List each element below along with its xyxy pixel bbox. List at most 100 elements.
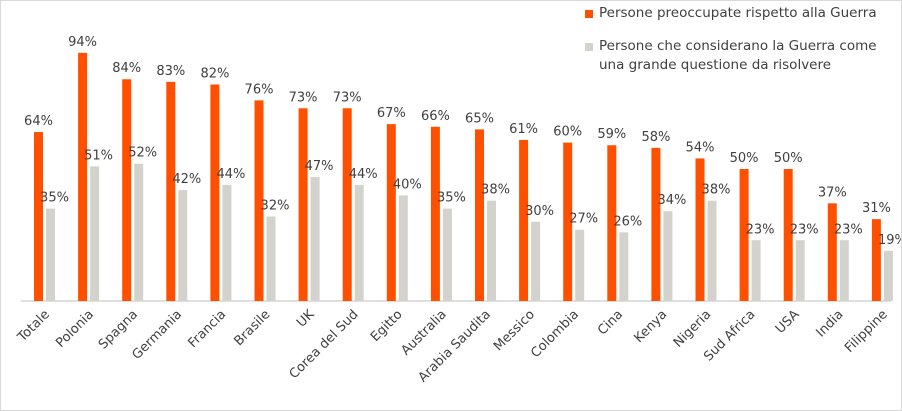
- category-label: Kenya: [631, 307, 670, 346]
- data-label: 37%: [818, 185, 847, 200]
- bar-worried: [210, 84, 220, 302]
- data-label: 60%: [553, 125, 582, 140]
- bar-big-issue: [134, 163, 144, 301]
- bar-big-issue: [442, 208, 452, 301]
- bar-big-issue: [310, 176, 320, 301]
- data-label: 19%: [878, 233, 901, 248]
- data-label: 73%: [289, 90, 318, 105]
- category-label: Nigeria: [671, 307, 714, 350]
- legend-swatch-orange: [585, 10, 593, 18]
- data-label: 47%: [305, 159, 334, 174]
- bar-worried: [78, 52, 88, 302]
- data-label: 51%: [84, 148, 113, 163]
- data-label: 34%: [657, 193, 686, 208]
- data-label: 64%: [24, 114, 53, 129]
- data-label: 31%: [862, 201, 891, 216]
- bar-big-issue: [883, 250, 893, 301]
- bar-big-issue: [751, 240, 761, 301]
- data-label: 58%: [641, 130, 670, 145]
- legend-label: Persone preoccupate rispetto alla Guerra: [599, 5, 877, 21]
- data-label: 44%: [216, 167, 245, 182]
- data-label: 73%: [333, 90, 362, 105]
- bar-worried: [254, 100, 264, 301]
- data-label: 27%: [569, 212, 598, 227]
- category-label: UK: [294, 307, 318, 331]
- bar-worried: [739, 169, 749, 301]
- category-label: Polonia: [53, 307, 97, 351]
- bar-big-issue: [178, 190, 188, 301]
- data-label: 54%: [686, 140, 715, 155]
- data-label: 23%: [746, 222, 775, 237]
- legend: Persone preoccupate rispetto alla Guerra…: [585, 4, 885, 89]
- bar-worried: [166, 81, 176, 301]
- bar-worried: [607, 145, 617, 301]
- data-label: 59%: [597, 127, 626, 142]
- data-label: 65%: [465, 111, 494, 126]
- legend-swatch-gray: [585, 43, 593, 51]
- data-label: 50%: [730, 151, 759, 166]
- category-label: Francia: [186, 307, 230, 351]
- data-label: 66%: [421, 109, 450, 124]
- data-label: 38%: [481, 183, 510, 198]
- bar-big-issue: [575, 229, 585, 301]
- bar-worried: [122, 79, 132, 302]
- bar-worried: [695, 158, 705, 301]
- bar-worried: [519, 139, 529, 301]
- data-label: 84%: [112, 61, 141, 76]
- data-label: 38%: [702, 183, 731, 198]
- bar-worried: [827, 203, 837, 301]
- bar-worried: [298, 108, 308, 301]
- bar-big-issue: [398, 195, 408, 301]
- bar-worried: [386, 124, 396, 302]
- category-label: Cina: [595, 307, 626, 338]
- legend-item-worried: Persone preoccupate rispetto alla Guerra: [585, 4, 885, 23]
- bar-worried: [563, 142, 573, 301]
- bar-worried: [651, 147, 661, 301]
- bar-big-issue: [663, 211, 673, 301]
- bar-big-issue: [354, 184, 364, 301]
- category-label: USA: [773, 307, 803, 337]
- bar-worried: [475, 129, 484, 301]
- data-label: 52%: [128, 146, 157, 161]
- bar-worried: [783, 169, 793, 301]
- bar-big-issue: [707, 200, 717, 301]
- category-label: India: [813, 307, 846, 340]
- data-label: 23%: [790, 222, 819, 237]
- data-label: 32%: [261, 199, 290, 214]
- data-label: 42%: [172, 172, 201, 187]
- legend-label: Persone che considerano la Guerra come u…: [599, 38, 877, 73]
- bar-worried: [430, 126, 440, 301]
- bar-big-issue: [90, 166, 100, 301]
- data-label: 67%: [377, 106, 406, 121]
- bar-big-issue: [46, 208, 55, 301]
- category-label: Brasile: [231, 307, 273, 349]
- data-label: 82%: [200, 67, 229, 82]
- data-label: 26%: [613, 214, 642, 229]
- category-label: Spagna: [96, 307, 141, 352]
- bar-big-issue: [487, 200, 496, 301]
- data-label: 35%: [40, 191, 69, 206]
- bar-big-issue: [266, 216, 276, 301]
- bar-big-issue: [795, 240, 805, 301]
- data-label: 35%: [437, 191, 466, 206]
- data-label: 76%: [245, 82, 274, 97]
- data-label: 44%: [349, 167, 378, 182]
- bar-big-issue: [839, 240, 849, 301]
- category-label: Egitto: [368, 307, 406, 345]
- bar-big-issue: [619, 232, 629, 301]
- data-label: 30%: [525, 204, 554, 219]
- bar-worried: [871, 219, 881, 301]
- data-label: 61%: [509, 122, 538, 137]
- bar-worried: [342, 108, 352, 301]
- bar-big-issue: [531, 221, 541, 301]
- bar-worried: [34, 132, 43, 301]
- category-label: Totale: [14, 307, 52, 345]
- data-label: 40%: [393, 177, 422, 192]
- legend-item-big-issue: Persone che considerano la Guerra come u…: [585, 37, 885, 75]
- data-label: 94%: [68, 35, 97, 50]
- category-label: Filippine: [842, 307, 891, 356]
- data-label: 83%: [156, 64, 185, 79]
- data-label: 23%: [834, 222, 863, 237]
